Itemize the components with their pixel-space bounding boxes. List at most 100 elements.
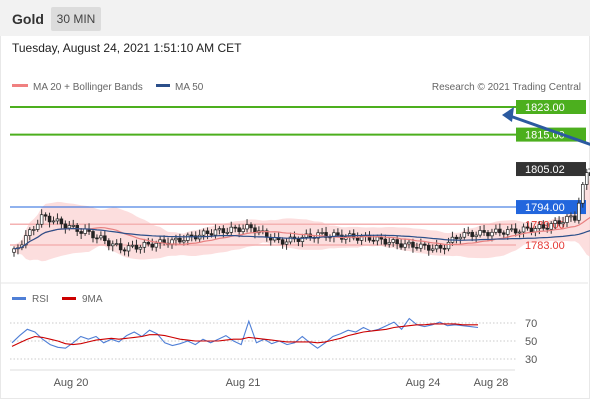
candle-body xyxy=(229,226,234,233)
candle-body xyxy=(553,220,557,224)
candle-body xyxy=(51,220,56,223)
rsi-tick-label: 70 xyxy=(525,318,537,330)
candle-body xyxy=(557,220,561,225)
candle-body xyxy=(415,246,419,249)
candle-body xyxy=(122,249,127,252)
ma20-legend-label: MA 20 + Bollinger Bands xyxy=(33,82,143,93)
candle-body xyxy=(470,231,474,237)
ma50-line xyxy=(13,227,590,250)
pivot-label-box xyxy=(516,200,586,215)
candle-body xyxy=(320,232,324,234)
candle-body xyxy=(174,237,178,241)
candle-body xyxy=(569,215,573,218)
candle-body xyxy=(142,242,147,248)
resistance-label: 1823.00 xyxy=(525,102,565,114)
candle-body xyxy=(466,231,471,234)
candle-body xyxy=(454,236,459,240)
candle-body xyxy=(59,218,64,225)
candle-body xyxy=(221,228,226,234)
candle-body xyxy=(114,243,119,245)
candle-body xyxy=(249,224,253,229)
candle-body xyxy=(403,243,407,248)
candle-body xyxy=(209,233,214,236)
resistance-label-box xyxy=(516,100,586,114)
forecast-arrow xyxy=(502,107,590,146)
candle-body xyxy=(411,241,415,248)
candle-body xyxy=(31,229,36,231)
candle-body xyxy=(67,225,72,229)
candle-body xyxy=(95,237,99,240)
candle-body xyxy=(355,237,360,241)
candle-body xyxy=(71,225,75,227)
candle-body xyxy=(284,241,289,245)
forecast-arrow-shaft xyxy=(509,114,590,146)
candle-body xyxy=(296,238,301,242)
candle-body xyxy=(130,244,135,247)
candle-body xyxy=(47,215,52,223)
candle-body xyxy=(565,216,569,223)
candle-body xyxy=(201,230,206,236)
candle-body xyxy=(371,239,376,242)
candle-body xyxy=(12,248,16,253)
candle-body xyxy=(541,224,546,229)
rsi-legend-swatch xyxy=(12,297,26,300)
candle-body xyxy=(178,237,182,243)
candle-body xyxy=(213,229,218,236)
title-bar: Gold 30 MIN xyxy=(0,0,590,36)
timeframe-button[interactable]: 30 MIN xyxy=(51,7,101,31)
candle-body xyxy=(474,234,478,237)
candle-body xyxy=(205,230,210,234)
research-credit: Research © 2021 Trading Central xyxy=(432,82,581,93)
candle-body xyxy=(434,245,439,250)
candle-body xyxy=(482,230,486,233)
candle-body xyxy=(462,232,467,238)
candle-body xyxy=(545,227,549,230)
chart-datetime: Tuesday, August 24, 2021 1:51:10 AM CET xyxy=(12,41,242,55)
candle-body xyxy=(39,214,44,225)
bollinger-band-area xyxy=(14,178,590,262)
x-tick-label: Aug 20 xyxy=(54,377,89,389)
resistance-label: 1815.00 xyxy=(525,130,565,142)
candle-body xyxy=(427,244,431,251)
candle-body xyxy=(537,224,542,229)
candle-body xyxy=(561,222,565,225)
candle-body xyxy=(225,231,230,234)
candle-body xyxy=(138,246,143,250)
candle-body xyxy=(423,243,427,246)
x-tick-label: Aug 28 xyxy=(474,377,509,389)
candle-body xyxy=(103,235,107,242)
rsi-tick-label: 50 xyxy=(525,336,537,348)
candle-body xyxy=(525,226,530,229)
candle-body xyxy=(506,229,510,235)
candle-body xyxy=(300,236,305,242)
candle-body xyxy=(304,233,309,238)
rsi-ma-line xyxy=(11,323,478,347)
candle-body xyxy=(573,215,577,221)
candle-body xyxy=(375,236,380,242)
candle-body xyxy=(150,243,155,248)
candle-body xyxy=(126,245,131,252)
candle-body xyxy=(490,231,494,237)
candle-body xyxy=(407,241,411,245)
candle-body xyxy=(245,224,249,230)
candle-body xyxy=(55,218,60,222)
ma50-legend-label: MA 50 xyxy=(175,82,204,93)
candle-body xyxy=(584,172,589,185)
candle-body xyxy=(521,226,526,233)
candle-body xyxy=(118,243,123,251)
candle-body xyxy=(478,230,482,236)
candle-body xyxy=(107,240,111,247)
candle-body xyxy=(241,228,245,232)
candle-body xyxy=(517,231,522,234)
candle-body xyxy=(43,214,48,217)
candle-body xyxy=(498,228,502,234)
x-tick-label: Aug 21 xyxy=(226,377,261,389)
bollinger-bands xyxy=(14,178,590,262)
support-label: 1783.00 xyxy=(525,240,565,252)
rsi-panel xyxy=(10,317,516,360)
rsi-ma-legend-label: 9MA xyxy=(82,294,103,305)
candle-body xyxy=(529,227,534,233)
rsi-ma-legend-swatch xyxy=(62,297,76,300)
candle-body xyxy=(581,184,585,204)
